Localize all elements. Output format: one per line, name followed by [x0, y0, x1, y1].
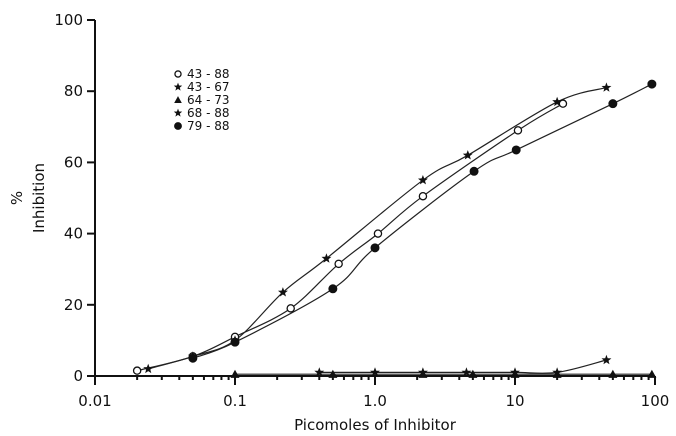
legend-marker: [173, 108, 183, 117]
series-line: [192, 83, 653, 359]
series-line: [148, 87, 607, 370]
data-point: [314, 367, 325, 377]
x-tick-label: 10: [505, 392, 524, 410]
data-point: [601, 354, 612, 365]
data-point: [461, 367, 472, 377]
x-axis-title: Picomoles of Inhibitor: [294, 416, 457, 434]
legend-label: 68 - 88: [187, 106, 230, 120]
y-axis-title-line1: %: [8, 191, 26, 205]
data-point: [328, 369, 338, 378]
axes: 0 20 40 60 80 100 0.01 0.1 1.0 10 100 Picomoles of …: [8, 11, 669, 434]
data-point: [601, 82, 612, 92]
x-tick-label: 100: [641, 392, 670, 410]
data-point: [418, 367, 428, 377]
legend-marker: [174, 96, 182, 104]
data-point: [469, 166, 479, 176]
y-tick-label: 80: [64, 82, 83, 100]
y-tick-label: 0: [73, 367, 83, 385]
legend-label: 43 - 67: [187, 80, 230, 94]
y-tick-label: 40: [64, 225, 83, 243]
x-tick-label: 1.0: [363, 392, 387, 410]
data-point: [462, 150, 473, 160]
data-point: [370, 367, 380, 377]
legend-marker: [173, 82, 183, 91]
y-axis-title-line2: Inhibition: [30, 163, 48, 233]
data-point: [511, 145, 521, 155]
data-point: [647, 79, 657, 89]
data-point: [286, 304, 295, 313]
data-point: [328, 284, 338, 294]
data-point: [321, 253, 332, 263]
data-point: [608, 369, 618, 378]
data-point: [552, 96, 563, 107]
legend-label: 43 - 88: [187, 67, 230, 81]
legend-marker: [174, 70, 182, 78]
data-point: [188, 353, 198, 363]
data-point: [647, 369, 657, 378]
data-point: [278, 287, 288, 297]
y-axis-title: % Inhibition: [8, 163, 48, 233]
data-point: [513, 126, 523, 135]
series-line: [136, 103, 564, 372]
data-point: [230, 369, 240, 378]
data-point: [334, 259, 343, 269]
data-point: [370, 243, 380, 253]
x-tick-label: 0.01: [78, 392, 111, 410]
legend-label: 79 - 88: [187, 119, 230, 133]
data-point: [552, 367, 563, 377]
data-point: [132, 366, 142, 375]
y-tick-label: 100: [54, 11, 83, 29]
data-point: [373, 229, 383, 238]
legend-marker: [174, 122, 182, 130]
y-tick-label: 20: [64, 296, 83, 314]
legend-label: 64 - 73: [187, 93, 230, 107]
data-point: [230, 337, 240, 347]
data-point: [418, 175, 428, 185]
data-point: [418, 191, 428, 201]
data-point: [468, 369, 478, 378]
x-tick-label: 0.1: [223, 392, 247, 410]
data-markers: [132, 79, 657, 378]
y-tick-label: 60: [64, 153, 83, 171]
data-point: [143, 363, 154, 374]
data-point: [608, 99, 618, 109]
data-point: [510, 367, 520, 377]
